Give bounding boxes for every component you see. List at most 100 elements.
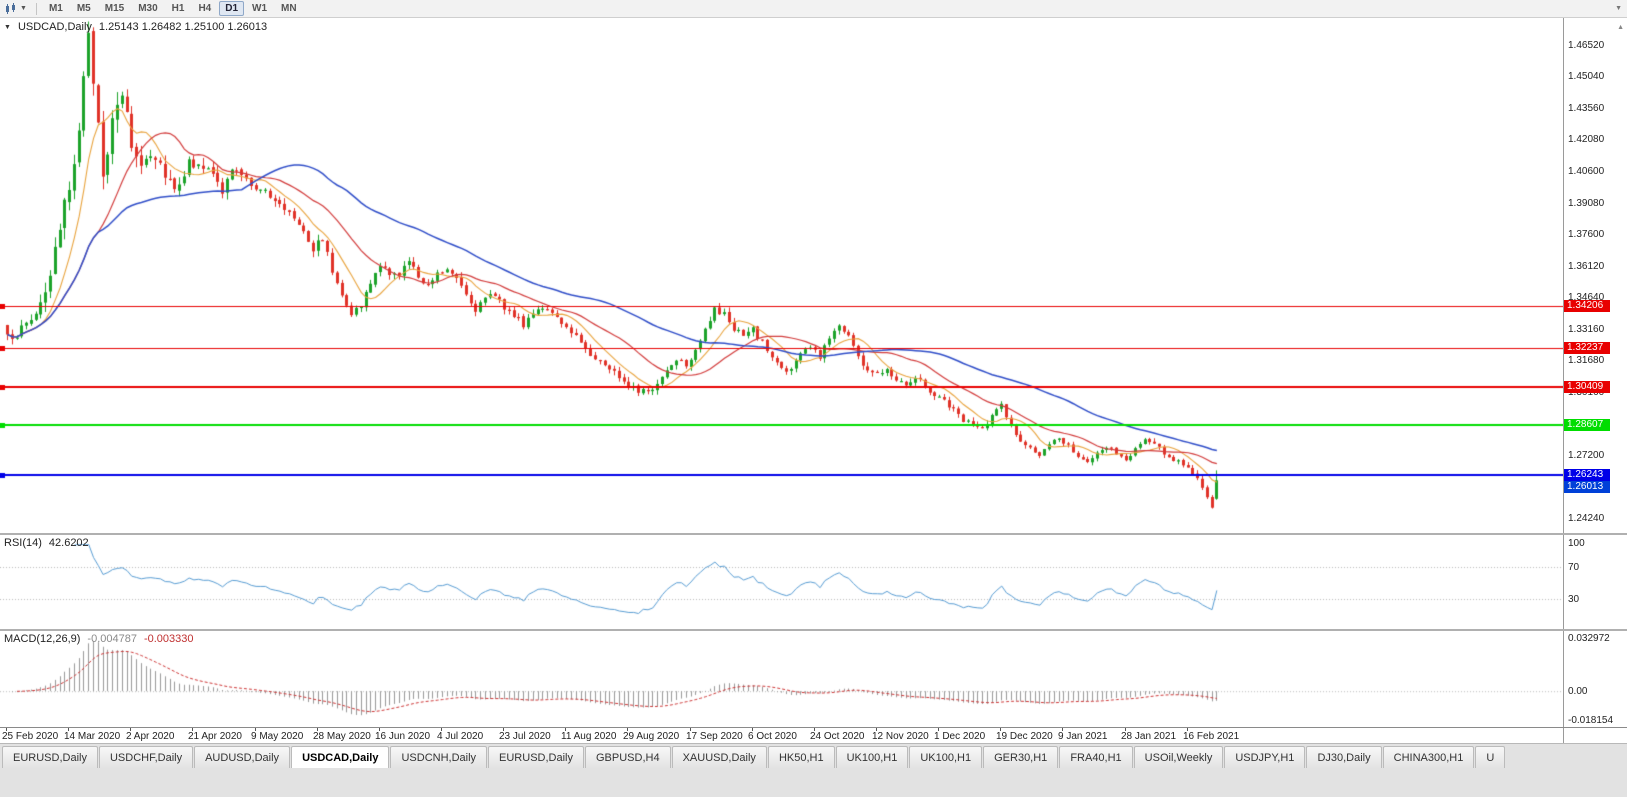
- chart-tab-fra40-h1[interactable]: FRA40,H1: [1059, 746, 1133, 768]
- price-axis-label: 1.34640: [1568, 292, 1605, 304]
- price-axis[interactable]: ▲ 1.46520 1.45040 1.43560 1.42080 1.40600 1.3…: [1563, 18, 1627, 533]
- chart-tab-label: GBPUSD,H4: [596, 751, 660, 764]
- price-level-tag: 1.32237: [1564, 342, 1610, 354]
- macd-axis-label: 0.032972: [1568, 632, 1610, 644]
- rsi-axis[interactable]: 100 70 30: [1563, 535, 1627, 629]
- chart-tab-uk100-h1[interactable]: UK100,H1: [909, 746, 983, 768]
- date-label: 25 Feb 2020: [2, 731, 59, 742]
- price-chart-panel: ▼ USDCAD,Daily 1.25143 1.26482 1.25100 1…: [0, 18, 1627, 533]
- chart-tab-usdjpy-h1[interactable]: USDJPY,H1: [1224, 746, 1306, 768]
- timeframe-button-m5[interactable]: M5: [76, 3, 91, 14]
- chart-tab-usdcad-daily[interactable]: USDCAD,Daily: [291, 746, 390, 768]
- chart-tab-usoil-weekly[interactable]: USOil,Weekly: [1133, 746, 1224, 768]
- chart-tab-eurusd-daily[interactable]: EURUSD,Daily: [488, 746, 584, 768]
- date-label: 4 Jul 2020: [437, 731, 484, 742]
- date-label: 14 Mar 2020: [64, 731, 121, 742]
- chart-context-icon[interactable]: ▼: [4, 23, 11, 31]
- chart-type-dropdown-icon[interactable]: ▼: [20, 5, 27, 12]
- toolbar-overflow-icon[interactable]: ▼: [1615, 5, 1622, 12]
- macd-axis-label: 0.00: [1568, 686, 1588, 698]
- date-tick: [379, 728, 380, 731]
- price-level-tag: 1.26243: [1564, 469, 1610, 481]
- price-axis-label: 1.24240: [1568, 512, 1605, 524]
- chart-tab-label: UK100,H1: [846, 751, 898, 764]
- date-tick: [1187, 728, 1188, 731]
- timeframe-button-group: M1 M5 M15 M30 H1 H4 D1 W1 MN: [42, 1, 304, 16]
- macd-indicator-panel: MACD(12,26,9) -0.004787 -0.003330 0.0329…: [0, 631, 1627, 727]
- chart-tab-eurusd-daily[interactable]: EURUSD,Daily: [2, 746, 98, 768]
- price-axis-label: 1.31680: [1568, 355, 1605, 367]
- chart-tab-label: USOil,Weekly: [1144, 751, 1213, 764]
- date-tick: [627, 728, 628, 731]
- date-label: 17 Sep 2020: [686, 731, 743, 742]
- date-tick: [68, 728, 69, 731]
- date-tick: [1062, 728, 1063, 731]
- price-axis-label: 1.39080: [1568, 197, 1605, 209]
- chart-tab-hk50-h1[interactable]: HK50,H1: [767, 746, 835, 768]
- date-label: 21 Apr 2020: [188, 731, 242, 742]
- date-tick: [317, 728, 318, 731]
- price-axis-label: 1.42080: [1568, 134, 1605, 146]
- chart-tab-dj30-daily[interactable]: DJ30,Daily: [1306, 746, 1382, 768]
- price-chart-canvas[interactable]: [0, 18, 1563, 533]
- chart-type-icon[interactable]: [3, 2, 19, 16]
- price-axis-label: 1.37600: [1568, 229, 1605, 241]
- rsi-axis-label: 30: [1568, 594, 1580, 605]
- date-label: 9 May 2020: [251, 731, 304, 742]
- symbol-timeframe-text: USDCAD,Daily: [17, 21, 92, 33]
- timeframe-button-mn[interactable]: MN: [281, 3, 297, 14]
- price-axis-label: 1.36120: [1568, 260, 1605, 272]
- macd-canvas[interactable]: [0, 631, 1563, 727]
- chart-tab-label: FRA40,H1: [1070, 751, 1122, 764]
- timeframe-button-d1[interactable]: D1: [219, 1, 245, 16]
- date-tick: [192, 728, 193, 731]
- price-axis-label: 1.43560: [1568, 102, 1605, 114]
- chart-tab-audusd-daily[interactable]: AUDUSD,Daily: [194, 746, 291, 768]
- chart-tab-u[interactable]: U: [1475, 746, 1506, 768]
- timeframe-button-h4[interactable]: H4: [198, 3, 212, 14]
- chart-tab-label: XAUUSD,Daily: [682, 751, 756, 764]
- price-axis-label: 1.45040: [1568, 71, 1605, 83]
- date-label: 28 Jan 2021: [1121, 731, 1177, 742]
- date-tick: [441, 728, 442, 731]
- chart-tab-uk100-h1[interactable]: UK100,H1: [835, 746, 909, 768]
- date-label: 2 Apr 2020: [126, 731, 175, 742]
- macd-axis-label: -0.018154: [1568, 715, 1614, 727]
- timeframe-button-m1[interactable]: M1: [48, 3, 63, 14]
- timeframe-button-m15[interactable]: M15: [104, 3, 125, 14]
- chart-tab-gbpusd-h4[interactable]: GBPUSD,H4: [585, 746, 671, 768]
- chart-tab-label: U: [1486, 751, 1495, 764]
- rsi-indicator-label: RSI(14) 42.6202: [4, 537, 89, 549]
- chart-tab-label: USDJPY,H1: [1235, 751, 1295, 764]
- timeframe-button-w1[interactable]: W1: [252, 3, 268, 14]
- timeframe-button-h1[interactable]: H1: [171, 3, 185, 14]
- panel-splitter-2[interactable]: [0, 629, 1627, 631]
- date-tick: [876, 728, 877, 731]
- date-tick: [938, 728, 939, 731]
- date-label: 6 Oct 2020: [748, 731, 797, 742]
- chart-tab-xauusd-daily[interactable]: XAUUSD,Daily: [671, 746, 767, 768]
- chart-tab-ger30-h1[interactable]: GER30,H1: [983, 746, 1059, 768]
- rsi-canvas[interactable]: [0, 535, 1563, 629]
- chart-tab-bar: EURUSD,Daily USDCHF,Daily AUDUSD,Daily USDC…: [0, 743, 1627, 768]
- panel-splitter-1[interactable]: [0, 533, 1627, 535]
- axis-scroll-up-icon[interactable]: ▲: [1617, 24, 1624, 31]
- price-axis-label: 1.46520: [1568, 40, 1605, 51]
- date-axis[interactable]: 25 Feb 2020 14 Mar 2020 2 Apr 2020 21 Apr 2…: [0, 727, 1627, 743]
- price-level-tag: 1.34206: [1564, 300, 1610, 312]
- date-label: 29 Aug 2020: [623, 731, 680, 742]
- date-tick: [565, 728, 566, 731]
- date-tick: [1000, 728, 1001, 731]
- macd-main-value: -0.004787: [87, 633, 137, 645]
- date-tick: [690, 728, 691, 731]
- chart-tab-usdchf-daily[interactable]: USDCHF,Daily: [98, 746, 194, 768]
- bottom-strip: [0, 768, 1627, 797]
- chart-tab-china300-h1[interactable]: CHINA300,H1: [1382, 746, 1475, 768]
- date-tick: [503, 728, 504, 731]
- timeframe-button-m30[interactable]: M30: [138, 3, 158, 14]
- price-level-tag: 1.28607: [1564, 419, 1610, 431]
- macd-axis[interactable]: 0.032972 0.00 -0.018154: [1563, 631, 1627, 727]
- chart-tab-usdcnh-daily[interactable]: USDCNH,Daily: [390, 746, 488, 768]
- date-label: 19 Dec 2020: [996, 731, 1053, 742]
- price-axis-label: 1.40600: [1568, 165, 1605, 177]
